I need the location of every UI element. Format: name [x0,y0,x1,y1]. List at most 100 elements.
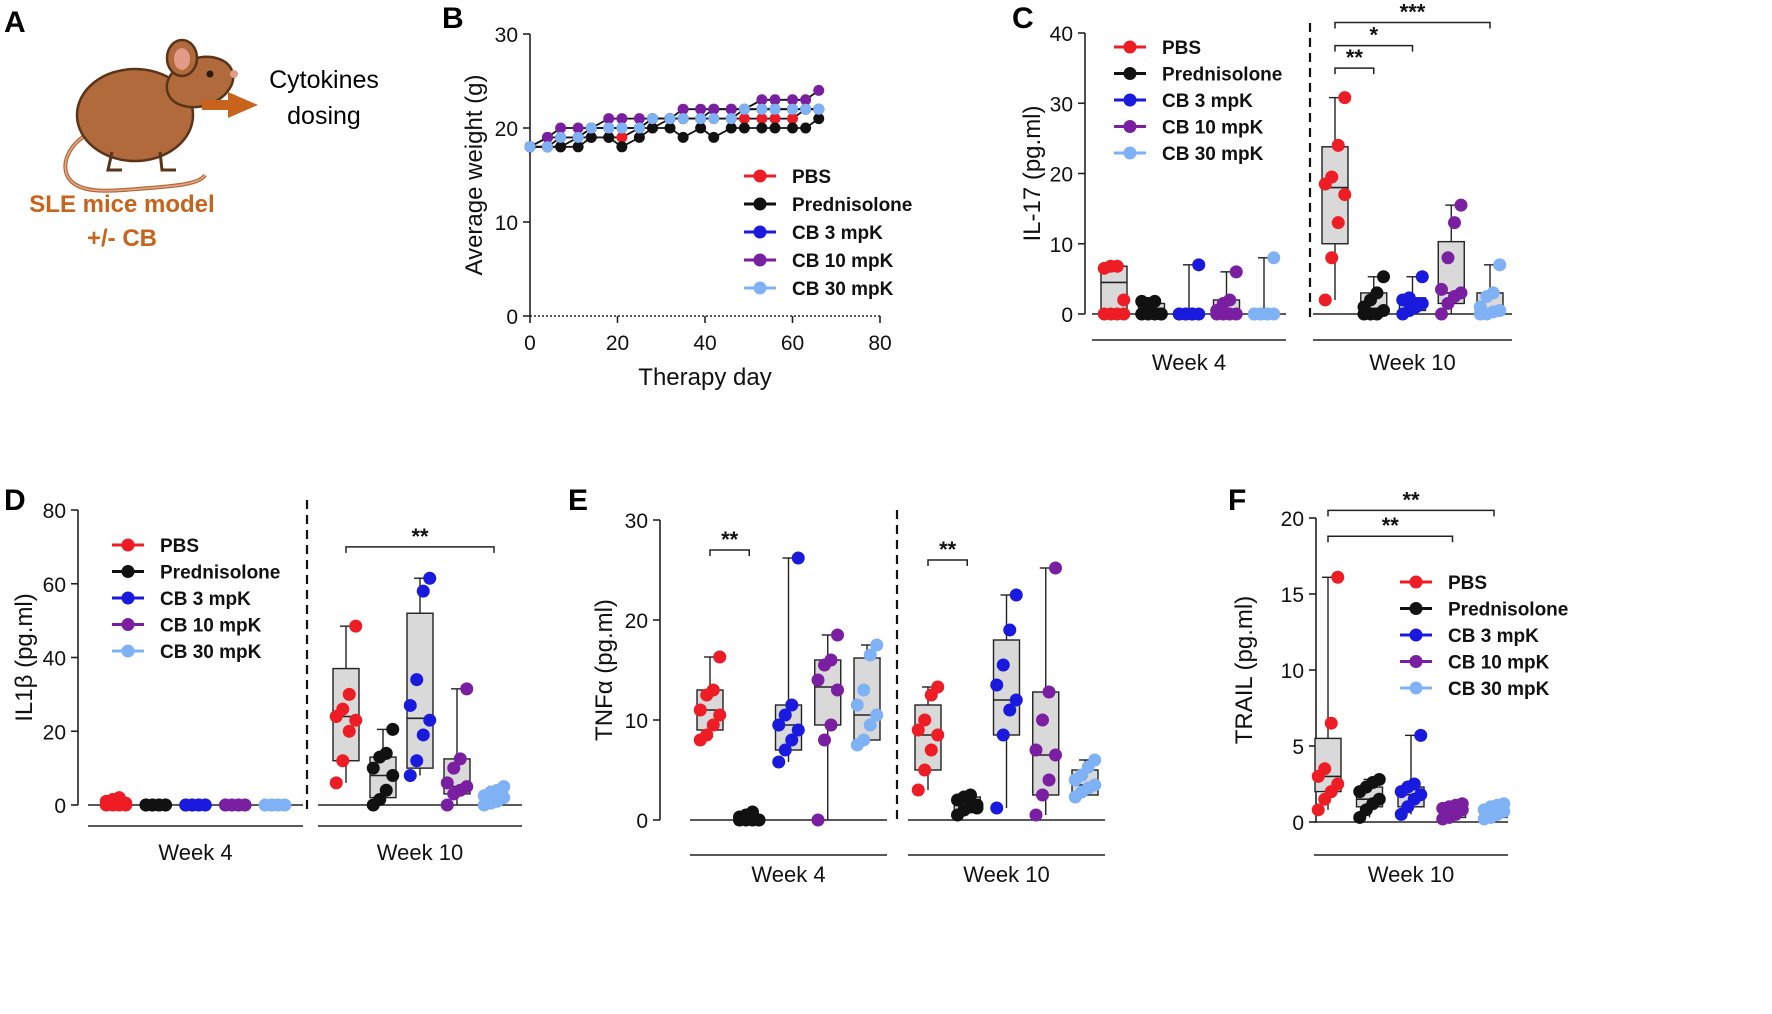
legend-label-pbs: PBS [1448,573,1487,594]
point-prednisolone [725,122,737,134]
point-cb-10-mpk [633,113,645,125]
point-cb-30-mpk [542,141,553,153]
point-prednisolone [366,761,380,775]
point-cb-30-mpk [850,698,864,712]
y-tick-label: 20 [495,118,518,141]
point-prednisolone [1377,270,1390,284]
point-cb-3-mpk [403,769,417,782]
point-cb-30-mpk [857,683,871,697]
point-cb-30-mpk [497,780,511,794]
point-cb-3-mpk [996,728,1010,742]
point-prednisolone [585,131,597,143]
box-cb-3-mpk [406,612,434,769]
point-cb-10-mpk [695,103,707,115]
point-cb-30-mpk [1473,300,1487,314]
dosing-label-2: dosing [287,102,361,130]
point-cb-30-mpk [572,131,584,143]
y-tick-label: 30 [625,510,648,533]
point-cb-30-mpk [738,103,750,115]
point-cb-30-mpk [647,113,658,125]
x-axis-label: Therapy day [638,364,771,391]
mouse-icon [63,38,238,193]
point-cb-30-mpk [863,718,877,732]
point-cb-10-mpk [447,761,461,775]
point-pbs [918,763,932,777]
point-cb-10-mpk [542,131,553,143]
significance-label: ** [721,527,739,552]
point-cb-3-mpk [1185,307,1199,321]
y-tick-label: 10 [1281,660,1304,683]
y-tick-label: 10 [495,212,518,235]
point-prednisolone [572,141,584,153]
y-tick-label: 80 [43,500,66,523]
x-tick-label: 20 [606,332,629,355]
significance-label: * [1369,23,1378,48]
y-tick-label: 15 [1281,584,1304,607]
point-cb-3-mpk [1003,623,1017,637]
y-tick-label: 20 [1281,508,1304,531]
point-prednisolone [386,722,400,736]
point-prednisolone [386,769,400,782]
legend-label-cb-30-mpk: CB 30 mpK [792,279,894,300]
point-prednisolone [708,131,720,143]
point-prednisolone [813,113,825,125]
point-pbs [1318,762,1332,776]
significance-bracket [709,549,750,556]
point-cb-10-mpk [818,733,831,747]
x-tick-label: 0 [524,332,536,355]
point-cb-30-mpk [787,103,798,115]
point-pbs [911,783,925,797]
legend-marker-pbs [121,538,135,552]
y-axis-label: TRAIL (pg.ml) [1231,596,1258,744]
y-tick-label: 20 [1050,164,1073,187]
point-cb-10-mpk [1229,307,1243,321]
point-cb-30-mpk [616,122,628,134]
group-label-week-4: Week 4 [158,840,232,865]
point-cb-30-mpk [870,708,884,722]
significance-label: ** [411,524,429,549]
y-tick-label: 20 [43,721,66,744]
point-pbs [738,113,750,125]
y-tick-label: 5 [1292,736,1304,759]
significance-bracket [1327,509,1495,517]
x-tick-label: 80 [868,332,891,355]
point-cb-3-mpk [785,698,799,712]
y-tick-label: 0 [54,795,66,818]
point-cb-10-mpk [440,798,454,812]
point-prednisolone [769,122,781,134]
legend-marker-pbs [753,169,767,183]
point-pbs [769,113,781,125]
point-cb-10-mpk [813,84,825,96]
point-cb-10-mpk [1435,282,1448,296]
point-cb-10-mpk [1448,216,1461,230]
group-label-week-10: Week 10 [963,862,1049,887]
point-cb-30-mpk [708,113,720,125]
point-prednisolone [738,122,750,134]
point-cb-10-mpk [787,94,798,106]
legend-marker-cb-10-mpk [753,253,767,267]
legend-label-cb-3-mpk: CB 3 mpK [1448,626,1539,647]
point-cb-30-mpk [857,733,871,747]
y-axis-label: Average weight (g) [461,75,488,276]
panel-c-letter: C [1012,2,1034,35]
point-prednisolone [603,131,615,143]
legend-marker-pbs [1409,575,1423,589]
point-pbs [924,743,938,757]
point-prednisolone [800,122,812,134]
point-prednisolone [373,792,387,806]
point-cb-3-mpk [1009,588,1023,602]
significance-bracket [345,546,495,553]
panel-b-chart: 0 10 20 30 Average weight (g) B 0 20 40 60 80 Thera… [442,2,912,391]
point-cb-3-mpk [403,698,417,712]
point-cb-10-mpk [824,653,838,667]
y-tick-label: 30 [495,24,518,47]
point-cb-30-mpk [1088,753,1102,767]
point-cb-10-mpk [1029,743,1043,757]
point-prednisolone [1377,303,1390,317]
point-prednisolone [159,798,172,812]
y-tick-label: 0 [1292,812,1304,835]
dosing-label-1: Cytokines [269,66,379,94]
point-cb-30-mpk [664,113,676,125]
legend-marker-pbs [1123,40,1137,54]
y-tick-label: 10 [1050,234,1073,257]
